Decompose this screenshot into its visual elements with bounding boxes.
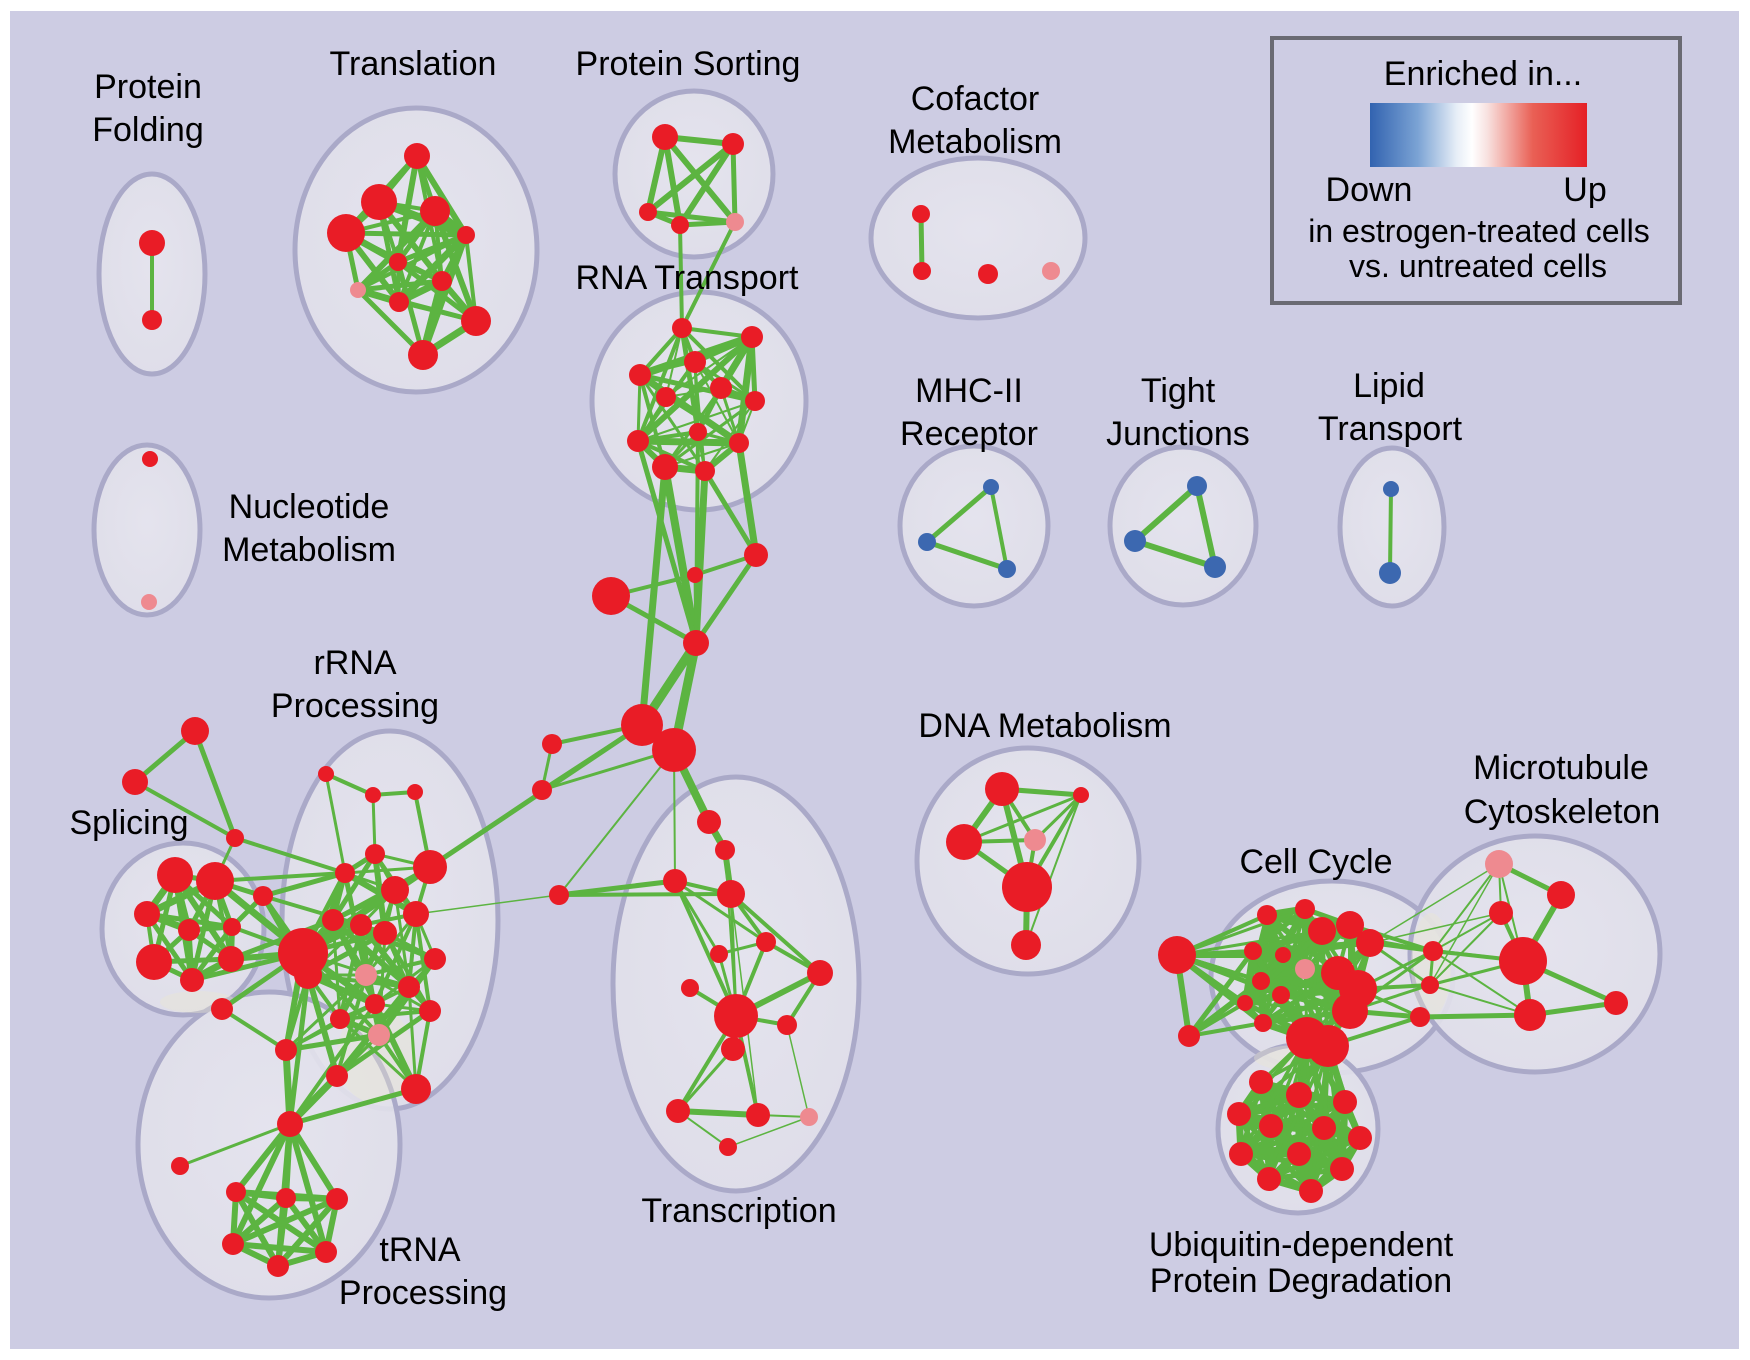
svg-text:rRNA: rRNA — [313, 644, 396, 682]
svg-text:Up: Up — [1563, 171, 1606, 209]
svg-text:MHC-II: MHC-II — [915, 372, 1023, 410]
svg-text:Metabolism: Metabolism — [222, 531, 396, 569]
svg-text:Splicing: Splicing — [69, 804, 188, 842]
svg-text:Cytoskeleton: Cytoskeleton — [1464, 793, 1661, 831]
svg-text:Cell Cycle: Cell Cycle — [1239, 843, 1392, 881]
svg-text:Protein: Protein — [94, 68, 202, 106]
svg-text:Down: Down — [1326, 171, 1413, 209]
svg-text:Ubiquitin-dependent: Ubiquitin-dependent — [1149, 1226, 1454, 1264]
svg-text:DNA Metabolism: DNA Metabolism — [918, 707, 1171, 745]
svg-text:tRNA: tRNA — [379, 1231, 461, 1269]
svg-text:Receptor: Receptor — [900, 415, 1038, 453]
svg-text:RNA Transport: RNA Transport — [576, 259, 800, 297]
svg-text:Processing: Processing — [271, 687, 439, 725]
svg-text:Cofactor: Cofactor — [911, 80, 1040, 118]
svg-text:Tight: Tight — [1141, 372, 1216, 410]
svg-text:Junctions: Junctions — [1106, 415, 1250, 453]
svg-text:Metabolism: Metabolism — [888, 123, 1062, 161]
svg-text:Processing: Processing — [339, 1274, 507, 1312]
svg-text:Protein Degradation: Protein Degradation — [1150, 1262, 1452, 1300]
svg-text:vs. untreated cells: vs. untreated cells — [1349, 248, 1607, 284]
svg-text:Transport: Transport — [1318, 410, 1463, 448]
svg-text:Translation: Translation — [330, 45, 497, 83]
svg-text:Nucleotide: Nucleotide — [229, 488, 390, 526]
svg-text:Protein Sorting: Protein Sorting — [576, 45, 801, 83]
svg-text:Enriched in...: Enriched in... — [1384, 55, 1582, 93]
svg-text:in estrogen-treated cells: in estrogen-treated cells — [1308, 213, 1650, 249]
svg-text:Microtubule: Microtubule — [1473, 749, 1649, 787]
svg-text:Transcription: Transcription — [641, 1192, 836, 1230]
svg-text:Folding: Folding — [92, 111, 204, 149]
svg-text:Lipid: Lipid — [1353, 367, 1425, 405]
